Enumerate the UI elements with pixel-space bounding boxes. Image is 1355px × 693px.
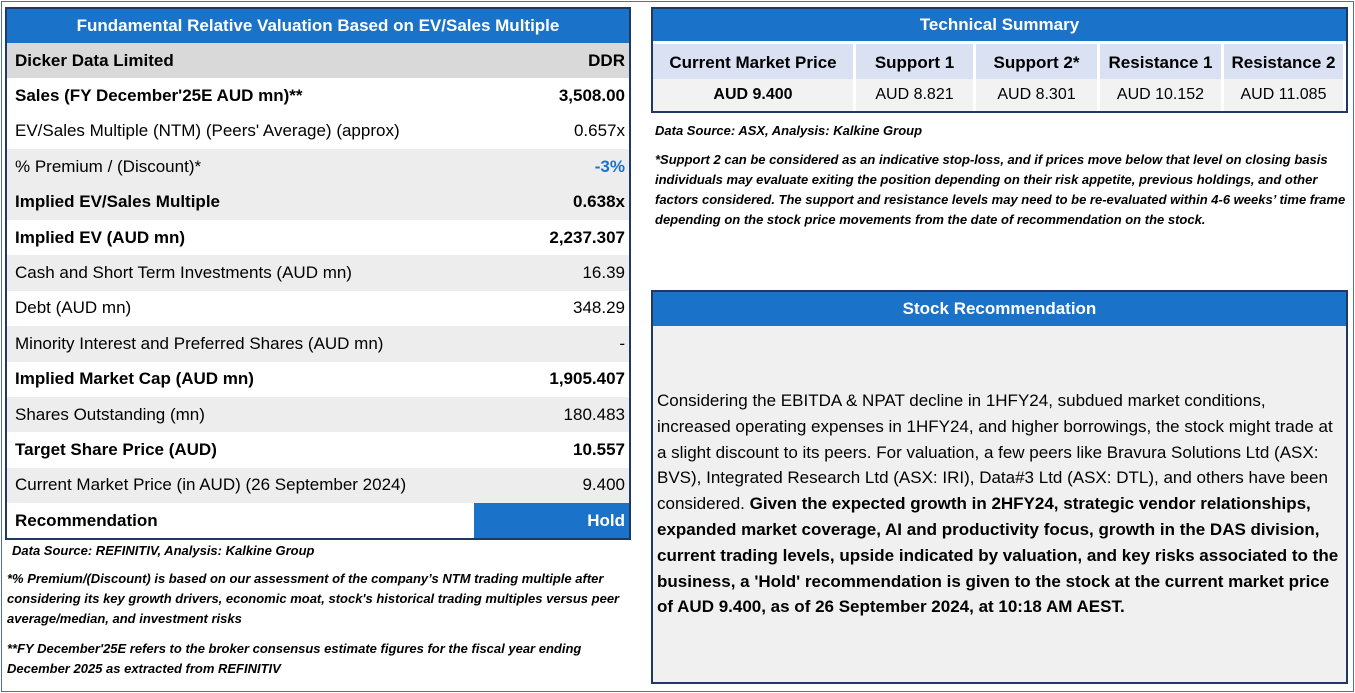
- valuation-row-value: -3%: [594, 156, 625, 176]
- valuation-row-label: Current Market Price (in AUD) (26 Septem…: [15, 475, 407, 495]
- technical-column-header: Resistance 1: [1097, 41, 1221, 79]
- company-row: Dicker Data Limited DDR: [7, 43, 629, 79]
- technical-column-header: Resistance 2: [1221, 41, 1343, 79]
- technical-column: Support 1 AUD 8.821: [853, 41, 973, 111]
- valuation-row-value: 10.557: [573, 439, 625, 459]
- technical-summary-table: Technical Summary Current Market Price AU…: [651, 7, 1348, 113]
- stock-recommendation-text: Considering the EBITDA & NPAT decline in…: [657, 388, 1342, 620]
- valuation-table: Fundamental Relative Valuation Based on …: [5, 7, 631, 541]
- valuation-row-label: Sales (FY December'25E AUD mn)**: [15, 86, 303, 106]
- valuation-row: Implied EV (AUD mn) 2,237.307: [7, 219, 629, 256]
- fy-footnote: **FY December'25E refers to the broker c…: [7, 641, 582, 676]
- valuation-row-label: % Premium / (Discount)*: [15, 156, 202, 176]
- technical-column-header: Support 2*: [973, 41, 1097, 79]
- technical-column: Resistance 1 AUD 10.152: [1097, 41, 1221, 111]
- valuation-row-value: 0.638x: [573, 192, 625, 212]
- valuation-row-label: Implied Market Cap (AUD mn): [15, 369, 254, 389]
- technical-column-value: AUD 8.821: [853, 79, 973, 111]
- technical-column: Resistance 2 AUD 11.085: [1221, 41, 1343, 111]
- valuation-row: Current Market Price (in AUD) (26 Septem…: [7, 467, 629, 504]
- valuation-row-value: 3,508.00: [558, 86, 625, 106]
- recommendation-text-regular: Considering the EBITDA & NPAT decline in…: [657, 391, 1333, 514]
- stock-recommendation-title: Stock Recommendation: [653, 292, 1346, 326]
- valuation-row-label: Shares Outstanding (mn): [15, 404, 205, 424]
- support-footnote: *Support 2 can be considered as an indic…: [655, 152, 1346, 227]
- valuation-row-label: EV/Sales Multiple (NTM) (Peers' Average)…: [15, 121, 400, 141]
- recommendation-label: Recommendation: [15, 510, 158, 530]
- valuation-row-label: Cash and Short Term Investments (AUD mn): [15, 263, 352, 283]
- left-source-note: Data Source: REFINITIV, Analysis: Kalkin…: [12, 543, 315, 558]
- valuation-row-value: 348.29: [573, 298, 625, 318]
- technical-source-note: Data Source: ASX, Analysis: Kalkine Grou…: [655, 123, 923, 138]
- valuation-row-value: -: [619, 333, 625, 353]
- valuation-row-label: Debt (AUD mn): [15, 298, 132, 318]
- valuation-row-label: Implied EV/Sales Multiple: [15, 192, 220, 212]
- valuation-row: % Premium / (Discount)* -3%: [7, 149, 629, 185]
- valuation-row-value: 1,905.407: [549, 369, 625, 389]
- valuation-row-label: Implied EV (AUD mn): [15, 227, 186, 247]
- technical-column-value: AUD 9.400: [653, 79, 853, 111]
- valuation-row: Shares Outstanding (mn) 180.483: [7, 396, 629, 433]
- valuation-row-value: 2,237.307: [549, 227, 625, 247]
- valuation-row: Debt (AUD mn) 348.29: [7, 290, 629, 327]
- technical-column-header: Current Market Price: [653, 41, 853, 79]
- technical-column: Support 2* AUD 8.301: [973, 41, 1097, 111]
- stock-recommendation-box: Stock Recommendation Considering the EBI…: [651, 290, 1348, 684]
- technical-column-value: AUD 8.301: [973, 79, 1097, 111]
- valuation-row: Target Share Price (AUD) 10.557: [7, 432, 629, 468]
- technical-column-value: AUD 11.085: [1221, 79, 1343, 111]
- valuation-row-label: Minority Interest and Preferred Shares (…: [15, 333, 384, 353]
- technical-summary-title: Technical Summary: [653, 9, 1346, 41]
- valuation-row: Cash and Short Term Investments (AUD mn)…: [7, 255, 629, 291]
- valuation-row: Sales (FY December'25E AUD mn)** 3,508.00: [7, 78, 629, 114]
- valuation-row: Implied EV/Sales Multiple 0.638x: [7, 184, 629, 220]
- premium-footnote: *% Premium/(Discount) is based on our as…: [7, 571, 620, 626]
- recommendation-row: Recommendation Hold: [7, 503, 629, 539]
- valuation-row: Minority Interest and Preferred Shares (…: [7, 326, 629, 362]
- technical-column: Current Market Price AUD 9.400: [653, 41, 853, 111]
- valuation-title: Fundamental Relative Valuation Based on …: [7, 9, 629, 43]
- technical-column-value: AUD 10.152: [1097, 79, 1221, 111]
- recommendation-text-bold: Given the expected growth in 2HFY24, str…: [657, 494, 1339, 617]
- valuation-row: EV/Sales Multiple (NTM) (Peers' Average)…: [7, 113, 629, 150]
- valuation-row-value: 0.657x: [573, 121, 625, 141]
- valuation-row: Implied Market Cap (AUD mn) 1,905.407: [7, 361, 629, 397]
- technical-column-header: Support 1: [853, 41, 973, 79]
- valuation-row-label: Target Share Price (AUD): [15, 439, 217, 459]
- company-ticker: DDR: [588, 50, 625, 70]
- valuation-row-value: 9.400: [582, 475, 625, 495]
- company-name: Dicker Data Limited: [15, 50, 174, 70]
- recommendation-value: Hold: [474, 503, 629, 539]
- valuation-row-value: 16.39: [582, 263, 625, 283]
- valuation-row-value: 180.483: [563, 404, 625, 424]
